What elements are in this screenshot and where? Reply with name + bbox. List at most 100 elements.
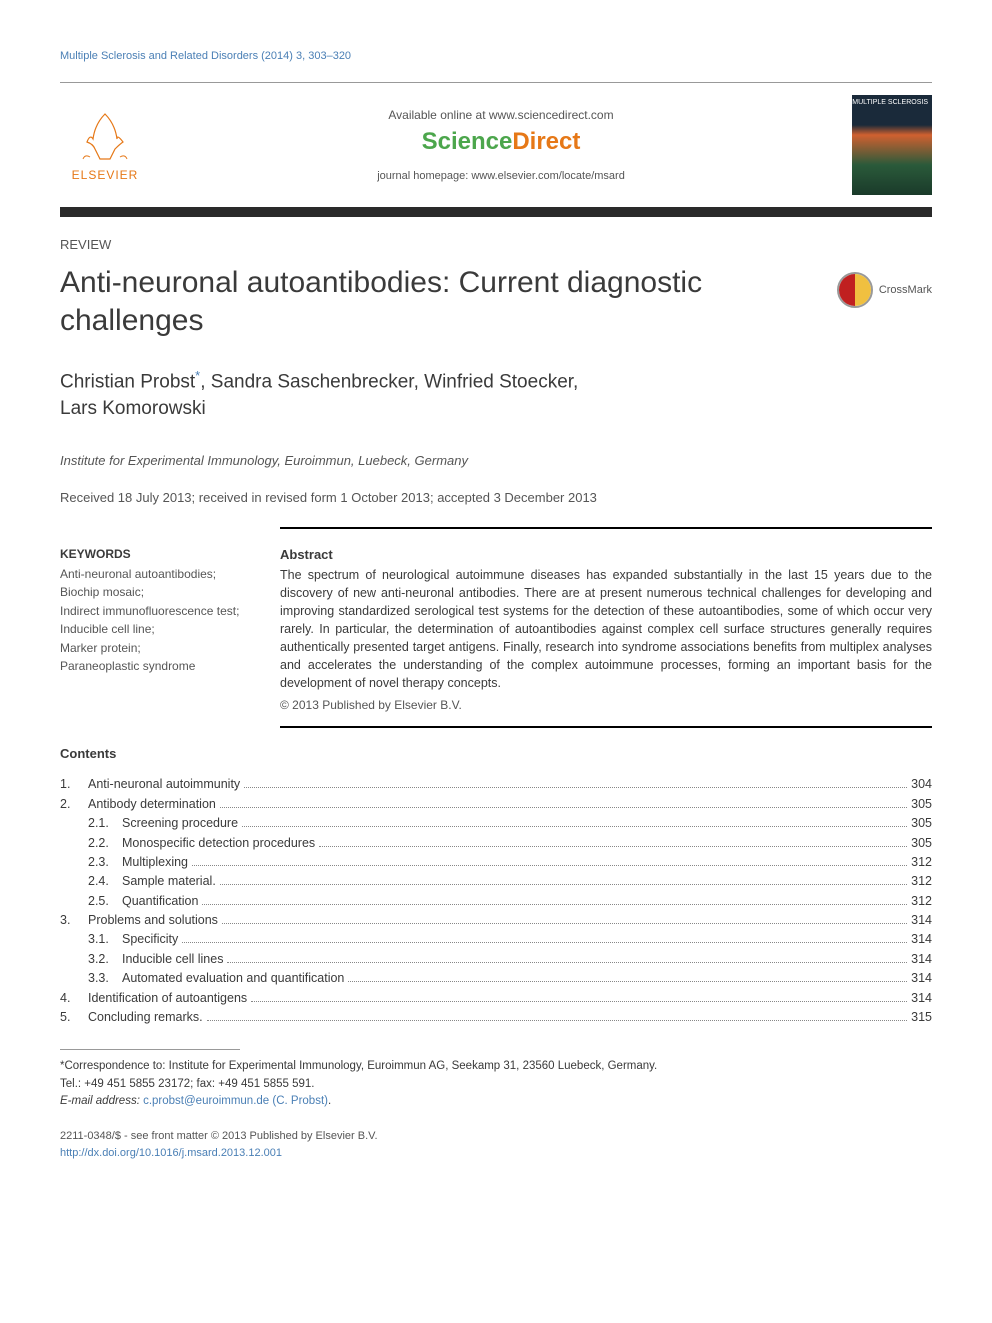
toc-number: 4. xyxy=(60,989,88,1008)
toc-label: Identification of autoantigens xyxy=(88,989,247,1008)
toc-page: 314 xyxy=(911,930,932,949)
abstract-copyright: © 2013 Published by Elsevier B.V. xyxy=(280,698,932,712)
toc-label: Inducible cell lines xyxy=(122,950,223,969)
email-link[interactable]: c.probst@euroimmun.de (C. Probst) xyxy=(143,1095,328,1107)
toc-row: 2.3.Multiplexing 312 xyxy=(60,853,932,872)
toc-page: 305 xyxy=(911,814,932,833)
crossmark-label: CrossMark xyxy=(879,284,932,296)
keywords-list: Anti-neuronal autoantibodies; Biochip mo… xyxy=(60,565,250,677)
sciencedirect-logo[interactable]: ScienceDirect xyxy=(150,128,852,156)
toc-row: 3.3.Automated evaluation and quantificat… xyxy=(60,969,932,988)
email-label: E-mail address: xyxy=(60,1095,143,1107)
author-1: Christian Probst xyxy=(60,371,195,392)
toc-page: 315 xyxy=(911,1008,932,1027)
article-type: REVIEW xyxy=(60,237,932,252)
article-dates: Received 18 July 2013; received in revis… xyxy=(60,490,932,505)
toc-page: 312 xyxy=(911,872,932,891)
toc-row: 4.Identification of autoantigens 314 xyxy=(60,989,932,1008)
cover-title: MULTIPLE SCLEROSIS xyxy=(852,99,928,106)
toc-leader xyxy=(251,1001,907,1002)
toc-number: 3. xyxy=(60,911,88,930)
journal-cover: MULTIPLE SCLEROSIS xyxy=(852,95,932,195)
toc-label: Quantification xyxy=(122,892,198,911)
journal-homepage: journal homepage: www.elsevier.com/locat… xyxy=(150,170,852,182)
toc-leader xyxy=(192,865,907,866)
elsevier-logo: ELSEVIER xyxy=(60,100,150,190)
contents-heading: Contents xyxy=(60,746,932,761)
toc-number: 2.1. xyxy=(60,814,122,833)
toc-label: Screening procedure xyxy=(122,814,238,833)
article-title: Anti-neuronal autoantibodies: Current di… xyxy=(60,264,837,339)
toc-page: 312 xyxy=(911,853,932,872)
toc-leader xyxy=(222,923,907,924)
keywords-column: KEYWORDS Anti-neuronal autoantibodies; B… xyxy=(60,547,250,713)
toc-label: Sample material. xyxy=(122,872,216,891)
toc-number: 3.1. xyxy=(60,930,122,949)
toc-page: 305 xyxy=(911,795,932,814)
crossmark-badge[interactable]: CrossMark xyxy=(837,272,932,308)
toc-number: 2.4. xyxy=(60,872,122,891)
toc-page: 314 xyxy=(911,969,932,988)
toc-number: 3.2. xyxy=(60,950,122,969)
authors: Christian Probst*, Sandra Saschenbrecker… xyxy=(60,367,932,423)
toc-label: Problems and solutions xyxy=(88,911,218,930)
toc-leader xyxy=(348,981,907,982)
available-online: Available online at www.sciencedirect.co… xyxy=(150,108,852,122)
correspondence-email: E-mail address: c.probst@euroimmun.de (C… xyxy=(60,1093,932,1110)
doi-link[interactable]: http://dx.doi.org/10.1016/j.msard.2013.1… xyxy=(60,1145,932,1162)
toc-label: Antibody determination xyxy=(88,795,216,814)
toc-label: Automated evaluation and quantification xyxy=(122,969,344,988)
title-row: Anti-neuronal autoantibodies: Current di… xyxy=(60,264,932,339)
toc-row: 3.1.Specificity 314 xyxy=(60,930,932,949)
toc-page: 305 xyxy=(911,834,932,853)
toc-number: 3.3. xyxy=(60,969,122,988)
keywords-heading: KEYWORDS xyxy=(60,547,250,561)
toc-row: 2.1.Screening procedure 305 xyxy=(60,814,932,833)
abstract-top-rule xyxy=(280,527,932,529)
sd-science: Science xyxy=(422,128,513,155)
correspondence-address: *Correspondence to: Institute for Experi… xyxy=(60,1058,932,1075)
toc-page: 314 xyxy=(911,950,932,969)
crossmark-icon xyxy=(837,272,873,308)
running-head: Multiple Sclerosis and Related Disorders… xyxy=(60,50,932,62)
toc-row: 2.Antibody determination 305 xyxy=(60,795,932,814)
toc-row: 2.4.Sample material. 312 xyxy=(60,872,932,891)
toc-number: 2.3. xyxy=(60,853,122,872)
abstract-bottom-rule xyxy=(280,726,932,728)
toc-page: 314 xyxy=(911,989,932,1008)
toc-row: 5.Concluding remarks. 315 xyxy=(60,1008,932,1027)
toc-number: 2.2. xyxy=(60,834,122,853)
toc-label: Concluding remarks. xyxy=(88,1008,203,1027)
affiliation: Institute for Experimental Immunology, E… xyxy=(60,453,932,468)
toc-leader xyxy=(182,942,907,943)
correspondence-tel: Tel.: +49 451 5855 23172; fax: +49 451 5… xyxy=(60,1076,932,1093)
abstract-section: KEYWORDS Anti-neuronal autoantibodies; B… xyxy=(60,547,932,713)
toc-row: 2.2.Monospecific detection procedures 30… xyxy=(60,834,932,853)
toc-page: 314 xyxy=(911,911,932,930)
elsevier-tree-icon xyxy=(75,109,135,164)
issn-block: 2211-0348/$ - see front matter © 2013 Pu… xyxy=(60,1128,932,1161)
toc-row: 1.Anti-neuronal autoimmunity 304 xyxy=(60,775,932,794)
banner-center: Available online at www.sciencedirect.co… xyxy=(150,108,852,182)
toc-leader xyxy=(244,787,907,788)
divider-bar xyxy=(60,207,932,217)
toc-leader xyxy=(220,884,907,885)
abstract-column: Abstract The spectrum of neurological au… xyxy=(280,547,932,713)
toc-leader xyxy=(319,846,907,847)
toc-label: Multiplexing xyxy=(122,853,188,872)
email-suffix: . xyxy=(328,1095,331,1107)
toc-row: 2.5.Quantification 312 xyxy=(60,892,932,911)
toc-row: 3.Problems and solutions 314 xyxy=(60,911,932,930)
journal-banner: ELSEVIER Available online at www.science… xyxy=(60,82,932,207)
toc-leader xyxy=(227,962,907,963)
authors-rest-1: , Sandra Saschenbrecker, Winfried Stoeck… xyxy=(200,371,578,392)
elsevier-wordmark: ELSEVIER xyxy=(72,168,139,182)
abstract-text: The spectrum of neurological autoimmune … xyxy=(280,566,932,693)
toc-leader xyxy=(242,826,907,827)
footnote-rule xyxy=(60,1049,240,1050)
page: Multiple Sclerosis and Related Disorders… xyxy=(0,0,992,1201)
abstract-heading: Abstract xyxy=(280,547,932,562)
toc-number: 5. xyxy=(60,1008,88,1027)
authors-rest-2: Lars Komorowski xyxy=(60,398,206,419)
sd-direct: Direct xyxy=(512,128,580,155)
